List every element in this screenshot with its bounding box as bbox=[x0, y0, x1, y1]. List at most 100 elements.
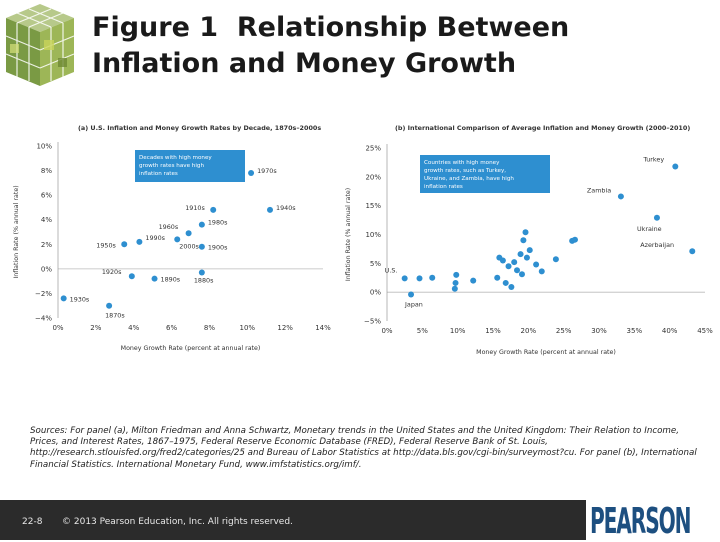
x-tick-label: 2% bbox=[90, 324, 101, 332]
x-tick-label: 10% bbox=[240, 324, 256, 332]
copyright-text: © 2013 Pearson Education, Inc. All right… bbox=[62, 517, 293, 527]
data-point bbox=[401, 275, 408, 282]
data-point bbox=[248, 170, 255, 177]
point-label: 1960s bbox=[159, 223, 179, 231]
data-point bbox=[416, 275, 423, 282]
x-tick-label: 25% bbox=[556, 327, 572, 335]
sources-note: Sources: For panel (a), Milton Friedman … bbox=[30, 426, 700, 471]
data-point bbox=[653, 214, 660, 221]
data-point bbox=[523, 254, 530, 261]
pearson-logo: PEARSON bbox=[586, 500, 720, 542]
data-point bbox=[533, 261, 540, 268]
puzzle-cube-logo bbox=[5, 4, 75, 86]
data-point bbox=[526, 247, 533, 254]
data-point bbox=[522, 229, 529, 236]
x-tick-label: 45% bbox=[697, 327, 713, 335]
y-tick-label: −2% bbox=[35, 290, 52, 298]
x-tick-label: 15% bbox=[485, 327, 501, 335]
data-point bbox=[505, 263, 512, 270]
data-point bbox=[689, 248, 696, 255]
data-point bbox=[198, 269, 205, 276]
data-point bbox=[499, 257, 506, 264]
data-point bbox=[494, 274, 501, 281]
y-tick-label: 0% bbox=[41, 265, 52, 273]
slide-title-line-1: Figure 1 Relationship Between bbox=[92, 12, 570, 43]
x-tick-label: 35% bbox=[627, 327, 643, 335]
data-point bbox=[502, 279, 509, 286]
y-axis-title: Inflation Rate (% annual rate) bbox=[13, 185, 20, 278]
y-tick-label: 4% bbox=[41, 216, 52, 224]
chart-panel-a: (a) U.S. Inflation and Money Growth Rate… bbox=[13, 124, 331, 352]
y-tick-label: 2% bbox=[41, 241, 52, 249]
data-point bbox=[518, 271, 525, 278]
callout-text-line: Ukraine, and Zambia, have high bbox=[424, 176, 514, 182]
point-label: 1910s bbox=[185, 204, 205, 212]
data-point bbox=[514, 267, 521, 274]
data-point bbox=[136, 238, 143, 245]
y-tick-label: 20% bbox=[365, 173, 381, 181]
slide-number: 22-8 bbox=[22, 517, 43, 527]
callout-text-line: inflation rates bbox=[424, 184, 463, 190]
callout-text-line: Countries with high money bbox=[424, 160, 500, 166]
point-label: Turkey bbox=[642, 155, 664, 163]
point-label: 2000s bbox=[179, 242, 199, 250]
data-point bbox=[617, 193, 624, 200]
point-label: 1940s bbox=[276, 204, 296, 212]
pearson-logo-text: PEARSON bbox=[590, 501, 691, 542]
callout-text-line: Decades with high money bbox=[139, 155, 212, 161]
callout-box bbox=[135, 150, 245, 182]
data-point bbox=[267, 206, 273, 213]
slide-title-line-2: Inflation and Money Growth bbox=[92, 48, 517, 79]
data-point bbox=[538, 268, 545, 275]
data-point bbox=[552, 256, 559, 263]
data-point bbox=[128, 273, 135, 280]
point-label: 1980s bbox=[208, 219, 228, 227]
data-point bbox=[508, 283, 515, 290]
data-point bbox=[452, 279, 459, 286]
point-label: 1970s bbox=[257, 167, 277, 175]
callout-box bbox=[420, 155, 550, 193]
data-point bbox=[470, 277, 477, 284]
data-point bbox=[151, 275, 158, 282]
callout-text-line: inflation rates bbox=[139, 171, 178, 177]
x-tick-label: 40% bbox=[662, 327, 678, 335]
callout-text-line: growth rates, such as Turkey, bbox=[424, 168, 506, 174]
y-tick-label: 25% bbox=[365, 145, 381, 153]
point-label: 1990s bbox=[145, 234, 165, 242]
data-point bbox=[121, 241, 128, 248]
data-point bbox=[198, 221, 205, 228]
point-label: 1900s bbox=[208, 244, 228, 252]
x-tick-label: 12% bbox=[277, 324, 293, 332]
callout-text-line: growth rates have high bbox=[139, 163, 204, 169]
x-tick-label: 4% bbox=[128, 324, 139, 332]
x-tick-label: 10% bbox=[450, 327, 466, 335]
data-point bbox=[408, 291, 415, 298]
data-point bbox=[60, 295, 67, 302]
x-tick-label: 5% bbox=[417, 327, 428, 335]
y-tick-label: 10% bbox=[36, 143, 52, 151]
data-point bbox=[210, 206, 217, 213]
y-tick-label: −4% bbox=[35, 315, 52, 323]
data-point bbox=[174, 236, 181, 243]
point-label: Zambia bbox=[587, 186, 611, 194]
chart-title: (b) International Comparison of Average … bbox=[395, 124, 690, 132]
chart-title: (a) U.S. Inflation and Money Growth Rate… bbox=[78, 124, 321, 132]
data-point bbox=[520, 237, 527, 244]
sources-text: Sources: For panel (a), Milton Friedman … bbox=[30, 426, 697, 470]
data-point bbox=[511, 259, 518, 266]
y-tick-label: 0% bbox=[370, 289, 381, 297]
x-tick-label: 8% bbox=[204, 324, 215, 332]
slide-title: Figure 1 Relationship Between Inflation … bbox=[92, 10, 702, 82]
y-tick-label: 15% bbox=[365, 202, 381, 210]
y-axis-title: Inflation Rate (% annual rate) bbox=[345, 188, 352, 281]
data-point bbox=[429, 274, 436, 281]
point-label: U.S. bbox=[385, 266, 398, 274]
x-tick-label: 20% bbox=[521, 327, 537, 335]
x-axis-title: Money Growth Rate (percent at annual rat… bbox=[121, 345, 261, 352]
point-label: Ukraine bbox=[637, 225, 662, 233]
point-label: Azerbaijan bbox=[640, 241, 674, 249]
x-tick-label: 0% bbox=[381, 327, 392, 335]
y-tick-label: 6% bbox=[41, 192, 52, 200]
point-label: Japan bbox=[404, 300, 423, 308]
y-tick-label: −5% bbox=[364, 318, 381, 326]
